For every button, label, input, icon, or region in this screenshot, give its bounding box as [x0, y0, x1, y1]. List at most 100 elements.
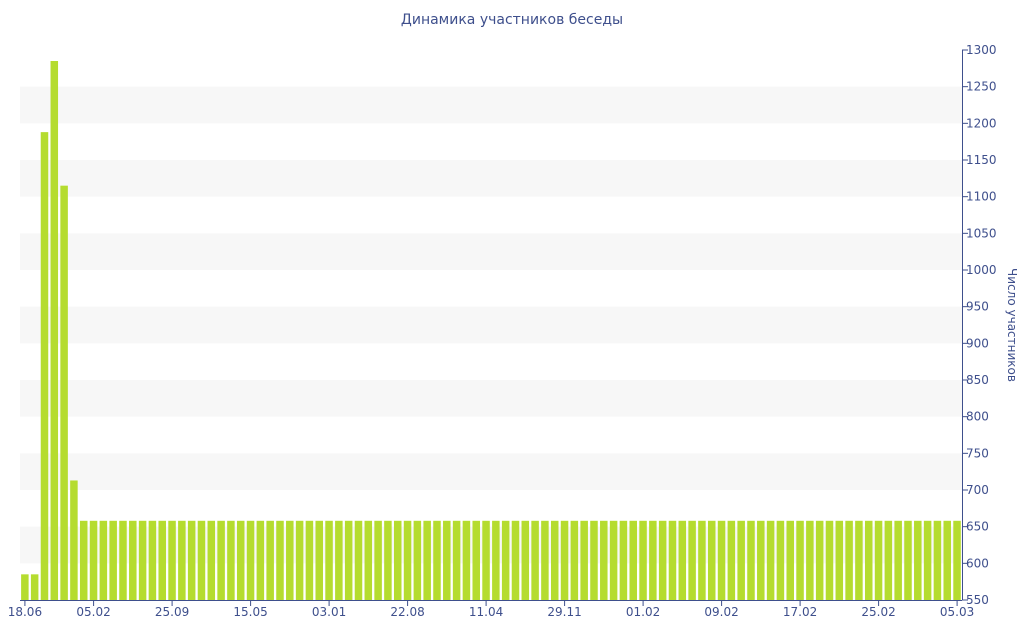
bar: [452, 520, 461, 600]
x-tick-label: 09.02: [704, 605, 738, 619]
bar: [119, 520, 127, 600]
bar: [217, 520, 225, 600]
bar: [786, 520, 794, 600]
bar: [364, 520, 373, 600]
y-tick-label: 900: [966, 336, 989, 350]
bar: [433, 520, 441, 600]
bar: [276, 520, 284, 600]
bar: [776, 520, 785, 600]
x-tick-label: 18.06: [8, 605, 42, 619]
y-tick-label: 750: [966, 446, 989, 460]
y-tick-label: 650: [966, 520, 989, 534]
bar: [796, 520, 804, 600]
grid-band: [20, 160, 962, 197]
bar: [550, 520, 559, 600]
bar: [50, 61, 59, 600]
grid-band: [20, 233, 962, 270]
bar: [570, 520, 579, 600]
bar: [335, 520, 343, 600]
bar: [413, 520, 422, 600]
x-tick-label: 05.03: [940, 605, 974, 619]
grid-band: [20, 306, 962, 344]
bar: [590, 520, 598, 600]
bar: [884, 520, 893, 600]
bar: [197, 520, 206, 600]
bar: [914, 520, 922, 600]
bar: [757, 520, 765, 600]
bar: [531, 520, 539, 600]
bar: [129, 520, 137, 600]
bar: [580, 520, 588, 600]
y-tick-label: 850: [966, 373, 989, 387]
x-tick-label: 22.08: [390, 605, 424, 619]
y-tick-label: 600: [966, 556, 989, 570]
bar: [89, 520, 98, 600]
bar: [30, 574, 39, 600]
bar: [825, 520, 834, 600]
bar: [246, 520, 255, 600]
bar: [344, 520, 353, 600]
bar: [354, 520, 363, 600]
y-tick-label: 1250: [966, 80, 997, 94]
y-axis-title: Число участников: [1005, 268, 1019, 382]
bar: [737, 520, 745, 600]
x-tick-label: 01.02: [626, 605, 660, 619]
bar: [236, 520, 245, 600]
bar: [325, 520, 333, 600]
bar: [649, 520, 657, 600]
bar: [138, 520, 147, 600]
bar: [384, 520, 392, 600]
x-tick-label: 17.02: [783, 605, 817, 619]
bar: [79, 520, 88, 600]
bar: [609, 520, 618, 600]
bar: [727, 520, 736, 600]
bar: [766, 520, 775, 600]
bar: [953, 520, 961, 600]
bar: [393, 520, 402, 600]
bar: [658, 520, 667, 600]
y-tick-label: 700: [966, 483, 989, 497]
bar: [40, 132, 49, 600]
bar: [256, 520, 265, 600]
x-tick-label: 03.01: [312, 605, 346, 619]
bar: [521, 520, 530, 600]
bar: [472, 520, 480, 600]
chart-title: Динамика участников беседы: [400, 12, 624, 28]
grid-band: [20, 526, 962, 564]
x-tick-label: 25.02: [861, 605, 895, 619]
bar: [864, 520, 873, 600]
bar: [21, 574, 29, 600]
bar: [717, 520, 726, 600]
bar: [874, 520, 883, 600]
bar: [835, 520, 844, 600]
y-tick-label: 1100: [966, 190, 997, 204]
x-tick-label: 29.11: [547, 605, 581, 619]
y-tick-label: 550: [966, 593, 989, 607]
grid-band: [20, 453, 962, 490]
bar: [560, 520, 569, 600]
y-tick-label: 1150: [966, 153, 997, 167]
bar: [688, 520, 696, 600]
bar: [286, 520, 294, 600]
x-tick-label: 05.02: [76, 605, 110, 619]
bar: [943, 520, 951, 600]
y-tick-label: 1000: [966, 263, 997, 277]
x-tick-label: 15.05: [233, 605, 267, 619]
bar: [923, 520, 932, 600]
bar: [462, 520, 471, 600]
bar: [629, 520, 637, 600]
bar: [815, 520, 824, 600]
bar: [158, 520, 166, 600]
bar: [70, 480, 78, 600]
bar: [541, 520, 549, 600]
x-tick-label: 25.09: [155, 605, 189, 619]
bar: [698, 520, 706, 600]
bar: [207, 520, 216, 600]
bar: [482, 520, 490, 600]
bar: [492, 520, 500, 600]
bar: [894, 520, 902, 600]
bar: [806, 520, 814, 600]
bar: [639, 520, 647, 600]
bar: [619, 520, 628, 600]
